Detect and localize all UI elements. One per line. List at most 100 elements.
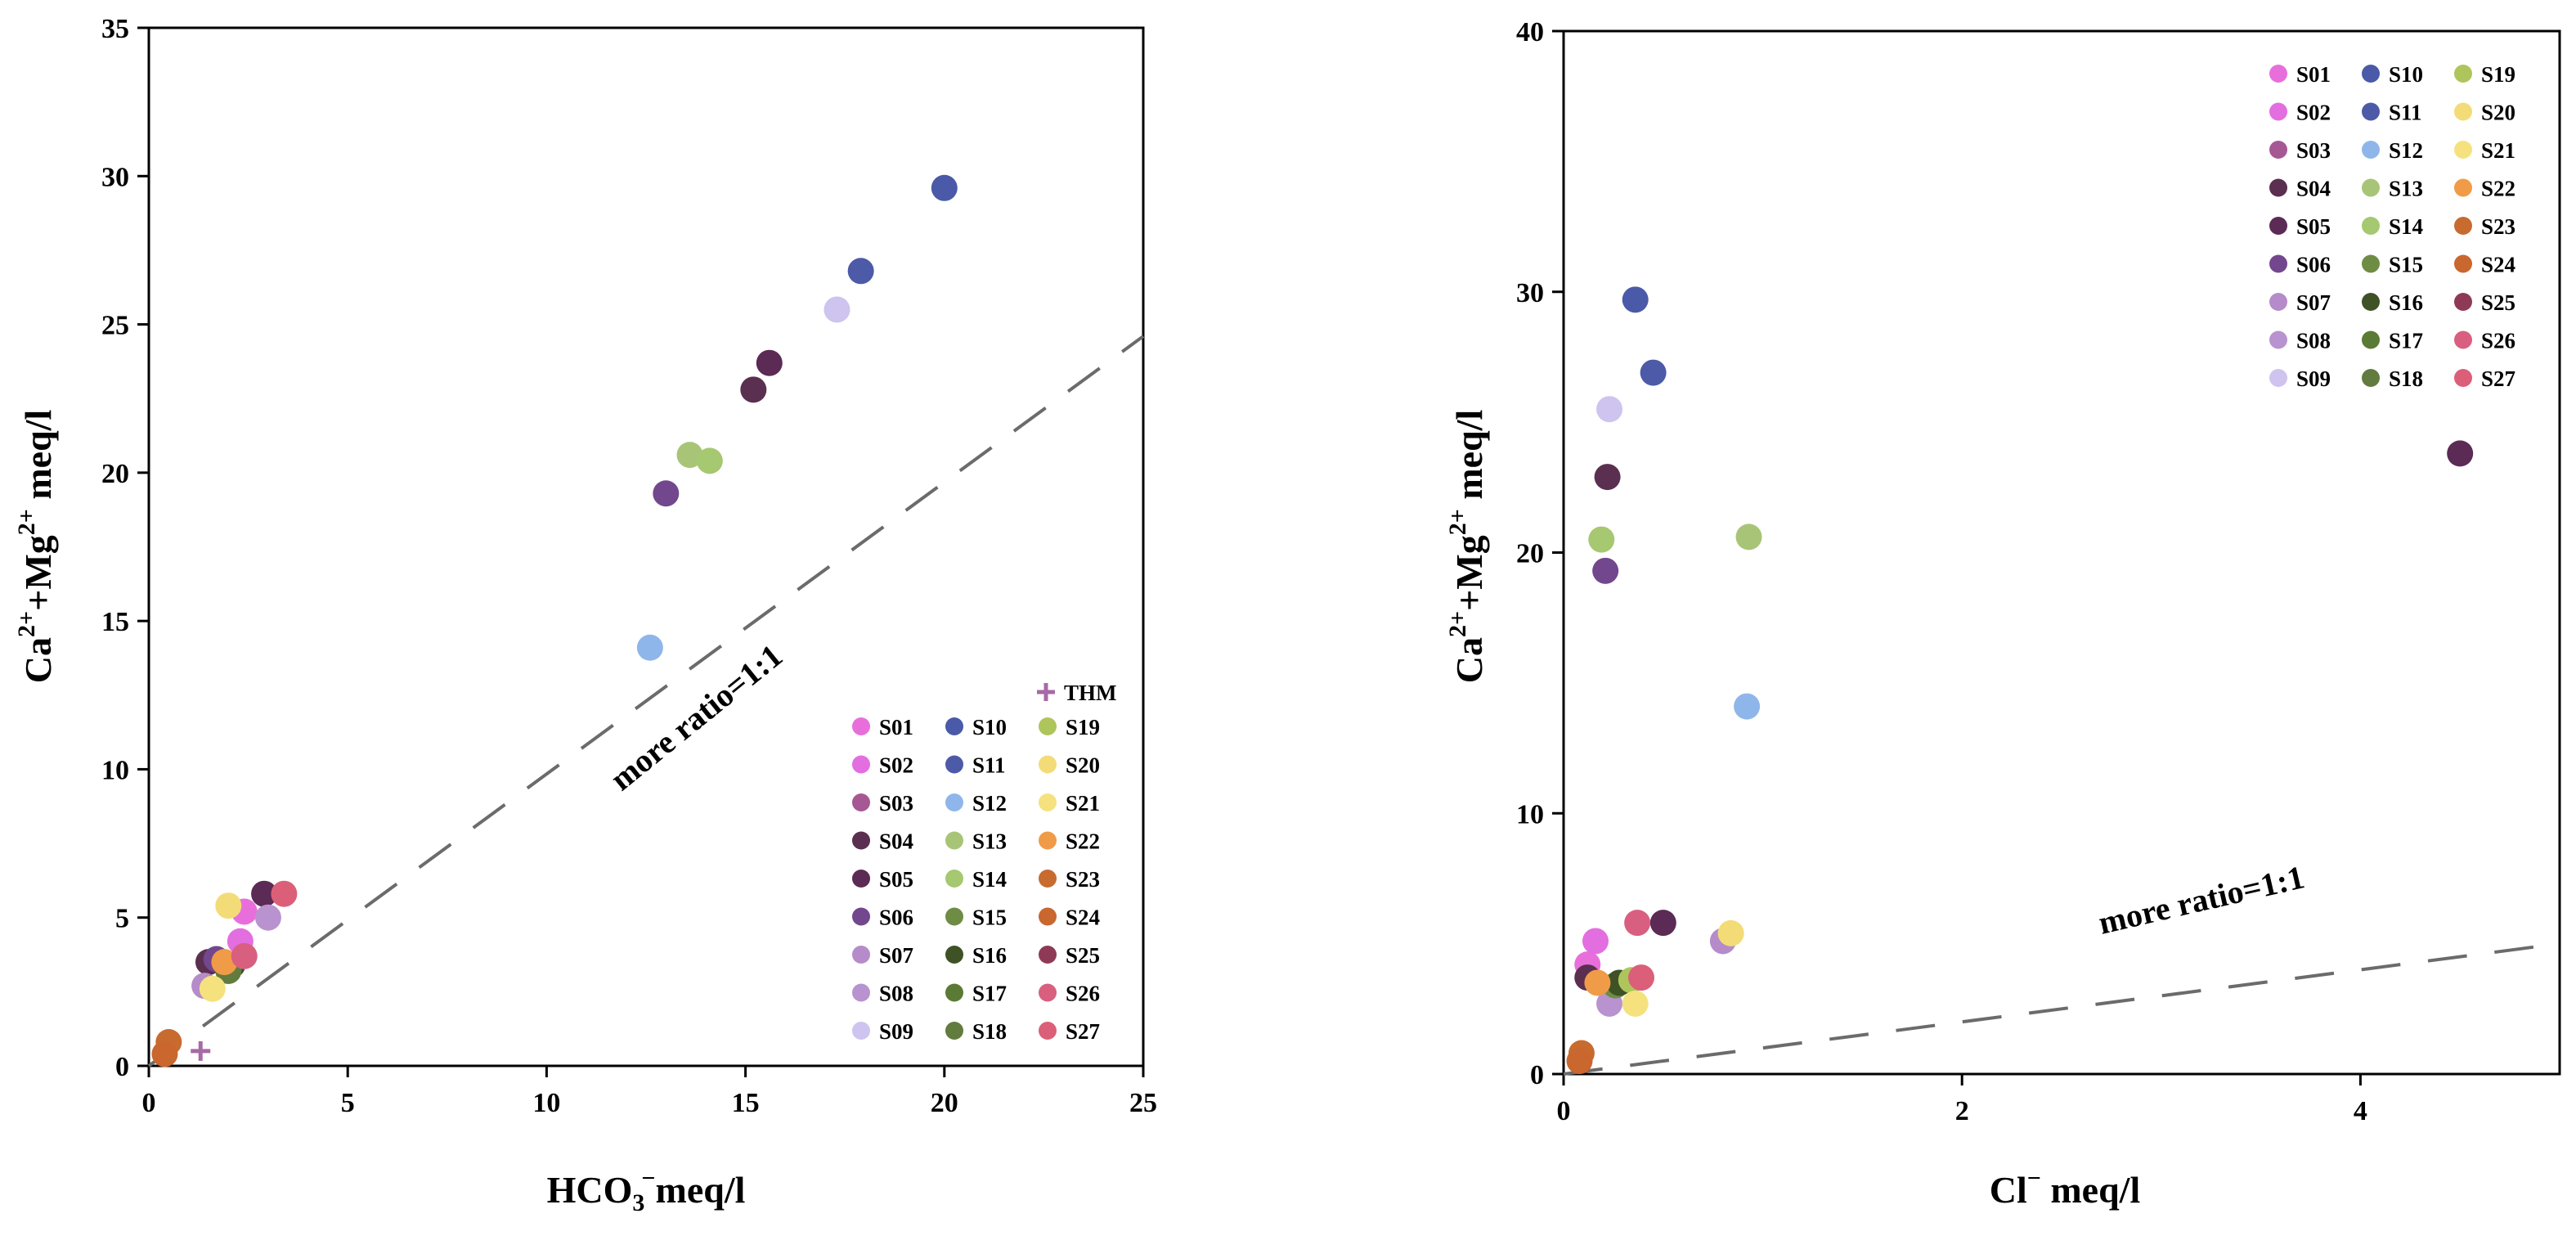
right-point-S22 bbox=[1584, 969, 1611, 996]
left-point-S26 bbox=[231, 942, 258, 969]
left-legend-marker-S15 bbox=[945, 907, 963, 926]
left-legend-label-S21: S21 bbox=[1066, 791, 1100, 816]
left-legend-marker-S07 bbox=[852, 946, 870, 964]
right-legend-label-S01: S01 bbox=[2296, 62, 2331, 87]
left-y-tick-label: 30 bbox=[101, 162, 129, 192]
left-legend-label-S15: S15 bbox=[972, 906, 1007, 930]
right-point-S21 bbox=[1622, 990, 1649, 1017]
right-x-tick-label: 0 bbox=[1557, 1096, 1571, 1126]
left-thm-marker bbox=[191, 1040, 211, 1061]
right-point-S12 bbox=[1734, 693, 1761, 720]
left-point-S14 bbox=[696, 447, 723, 474]
right-legend-marker-S12 bbox=[2362, 141, 2380, 159]
right-legend-label-S14: S14 bbox=[2389, 214, 2423, 239]
left-legend-marker-S11 bbox=[945, 755, 963, 774]
right-y-tick-label: 30 bbox=[1516, 278, 1544, 308]
left-legend-thm-label: THM bbox=[1064, 681, 1117, 705]
right-y-tick-label: 0 bbox=[1530, 1060, 1544, 1090]
right-legend-label-S06: S06 bbox=[2296, 253, 2331, 277]
right-legend-label-S03: S03 bbox=[2296, 138, 2331, 163]
left-legend-marker-S12 bbox=[945, 793, 963, 811]
right-legend-marker-S26 bbox=[2454, 330, 2472, 349]
left-point-S22 bbox=[211, 949, 238, 976]
left-ratio-label: more ratio=1:1 bbox=[603, 637, 789, 798]
left-point-S08 bbox=[254, 904, 281, 931]
left-point-S10 bbox=[931, 174, 958, 201]
left-legend-label-S01: S01 bbox=[879, 715, 913, 739]
left-legend-label-S27: S27 bbox=[1066, 1019, 1100, 1044]
left-y-tick-label: 25 bbox=[101, 311, 129, 341]
right-legend-marker-S06 bbox=[2269, 254, 2287, 273]
right-point-S27 bbox=[1628, 964, 1655, 991]
right-point-S20 bbox=[1717, 919, 1744, 946]
right-legend-marker-S11 bbox=[2362, 102, 2380, 121]
right-point-S13 bbox=[1735, 524, 1762, 551]
left-x-tick-label: 15 bbox=[732, 1088, 760, 1118]
right-legend-label-S21: S21 bbox=[2481, 138, 2515, 163]
right-ratio-label: more ratio=1:1 bbox=[2095, 858, 2308, 942]
right-point-S05 bbox=[2447, 440, 2474, 467]
left-legend-marker-S18 bbox=[945, 1022, 963, 1040]
left-point-S05 bbox=[251, 880, 278, 907]
left-y-tick-label: 15 bbox=[101, 607, 129, 637]
left-x-tick-label: 10 bbox=[532, 1088, 560, 1118]
right-legend-label-S19: S19 bbox=[2481, 62, 2515, 87]
right-legend-marker-S15 bbox=[2362, 254, 2380, 273]
left-point-S27 bbox=[271, 880, 298, 907]
right-point-S24 bbox=[1566, 1048, 1593, 1075]
left-legend-marker-S25 bbox=[1039, 946, 1057, 964]
right-legend-label-S26: S26 bbox=[2481, 329, 2515, 353]
right-point-S09 bbox=[1596, 396, 1623, 423]
left-legend-label-S23: S23 bbox=[1066, 867, 1100, 892]
right-legend-marker-S01 bbox=[2269, 65, 2287, 83]
right-x-tick-label: 2 bbox=[1955, 1096, 1969, 1126]
right-legend-label-S04: S04 bbox=[2296, 177, 2331, 201]
right-legend-marker-S10 bbox=[2362, 65, 2380, 83]
right-legend-label-S25: S25 bbox=[2481, 290, 2515, 315]
left-legend-label-S17: S17 bbox=[972, 982, 1007, 1006]
left-point-S24 bbox=[151, 1040, 178, 1067]
right-y-tick-label: 20 bbox=[1516, 539, 1544, 569]
right-legend-marker-S24 bbox=[2454, 254, 2472, 273]
left-legend-marker-S01 bbox=[852, 717, 870, 735]
left-legend-marker-S13 bbox=[945, 831, 963, 850]
right-legend-label-S11: S11 bbox=[2389, 101, 2422, 125]
left-legend-label-S11: S11 bbox=[972, 753, 1006, 778]
right-point-S05 bbox=[1649, 910, 1676, 937]
right-legend-label-S08: S08 bbox=[2296, 329, 2331, 353]
left-point-S05 bbox=[756, 349, 783, 376]
right-ratio-line bbox=[1563, 942, 2560, 1076]
left-legend-marker-S10 bbox=[945, 717, 963, 735]
right-point-S14 bbox=[1588, 526, 1615, 553]
left-legend-marker-S27 bbox=[1039, 1022, 1057, 1040]
left-x-tick-label: 0 bbox=[142, 1088, 156, 1118]
right-x-axis-title: Cl− meq/l bbox=[1990, 1165, 2141, 1211]
left-legend-marker-S21 bbox=[1039, 793, 1057, 811]
left-x-tick-label: 25 bbox=[1129, 1088, 1157, 1118]
left-legend-label-S16: S16 bbox=[972, 943, 1007, 968]
left-legend-label-S08: S08 bbox=[879, 982, 913, 1006]
left-legend-marker-S09 bbox=[852, 1022, 870, 1040]
left-legend-label-S03: S03 bbox=[879, 791, 913, 816]
left-legend-marker-S16 bbox=[945, 946, 963, 964]
left-legend-marker-S03 bbox=[852, 793, 870, 811]
left-legend-label-S02: S02 bbox=[879, 753, 913, 778]
left-legend-label-S14: S14 bbox=[972, 867, 1007, 892]
left-ratio-line bbox=[147, 335, 1145, 1067]
right-y-tick-label: 10 bbox=[1516, 799, 1544, 829]
left-legend-label-S09: S09 bbox=[879, 1019, 913, 1044]
left-legend-label-S04: S04 bbox=[879, 829, 913, 854]
left-point-S06 bbox=[653, 480, 680, 507]
left-y-tick-label: 0 bbox=[115, 1052, 129, 1082]
left-legend-label-S20: S20 bbox=[1066, 753, 1100, 778]
right-point-S04 bbox=[1594, 464, 1621, 491]
right-legend-marker-S05 bbox=[2269, 217, 2287, 235]
right-legend: S01 S02 S03 S04 S05 S06 S07 S08 S09 S10 S11 S12 S13 S… bbox=[2269, 62, 2515, 391]
left-legend-marker-S20 bbox=[1039, 755, 1057, 774]
right-legend-marker-S22 bbox=[2454, 178, 2472, 197]
left-x-axis-title: HCO3−meq/l bbox=[547, 1165, 746, 1216]
left-y-tick-label: 5 bbox=[115, 904, 129, 934]
left-legend-marker-S22 bbox=[1039, 831, 1057, 850]
right-legend-marker-S20 bbox=[2454, 102, 2472, 121]
